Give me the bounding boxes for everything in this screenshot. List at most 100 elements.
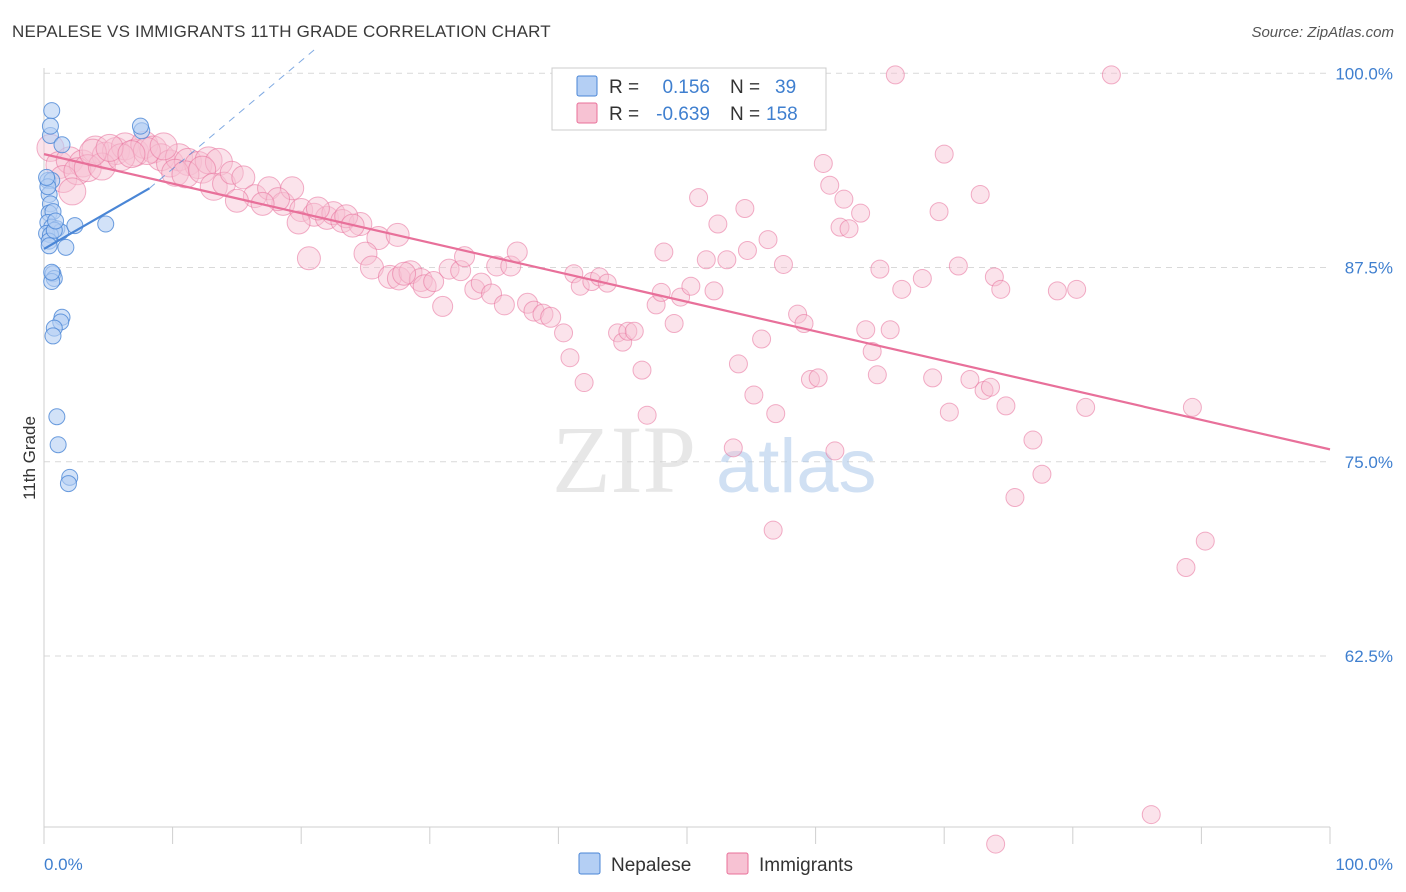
immigrants-point-43: [266, 187, 291, 212]
nepalese-trend-line: [43, 187, 151, 250]
immigrants-point-47: [353, 241, 378, 266]
immigrants-point-98: [737, 240, 757, 260]
legend-r-label-immigrants: R =: [609, 104, 639, 125]
immigrants-point-143: [1141, 805, 1161, 825]
nepalese-points: [38, 102, 151, 493]
immigrants-point-122: [892, 279, 912, 299]
legend-bottom-swatch-nepalese[interactable]: [578, 852, 601, 875]
immigrants-point-137: [1023, 430, 1043, 450]
watermark-atlas: atlas: [716, 424, 877, 509]
axes: [43, 68, 1331, 844]
nepalese-point-0: [43, 102, 61, 120]
immigrants-point-114: [839, 219, 859, 239]
immigrants-point-155: [296, 246, 321, 271]
immigrants-point-85: [651, 282, 671, 302]
immigrants-point-129: [960, 369, 980, 389]
immigrants-point-107: [800, 369, 820, 389]
immigrants-point-71: [560, 348, 580, 368]
immigrants-point-127: [939, 402, 959, 422]
grid-lines: [44, 72, 1330, 657]
immigrants-point-70: [554, 323, 574, 343]
y-tick-labels: 62.5% 75.0% 87.5% 100.0%: [1335, 64, 1393, 666]
immigrants-point-148: [58, 177, 87, 206]
immigrants-point-91: [696, 250, 716, 270]
nepalese-point-28: [44, 327, 62, 345]
legend-bottom-label-nepalese[interactable]: Nepalese: [611, 855, 691, 876]
immigrants-point-126: [934, 144, 954, 164]
immigrants-point-135: [996, 396, 1016, 416]
legend-swatch-nepalese: [576, 75, 598, 97]
immigrants-point-25: [171, 160, 200, 189]
nepalese-point-3: [53, 136, 71, 154]
legend-r-value-nepalese: 0.156: [662, 77, 710, 98]
immigrants-point-144: [1176, 557, 1196, 577]
immigrants-point-116: [856, 320, 876, 340]
immigrants-point-82: [632, 360, 652, 380]
immigrants-point-145: [1195, 531, 1215, 551]
immigrants-point-103: [766, 404, 786, 424]
y-axis-label: 11th Grade: [20, 416, 39, 500]
immigrants-point-67: [523, 300, 545, 322]
legend-bottom-label-immigrants[interactable]: Immigrants: [759, 855, 853, 876]
immigrants-point-80: [618, 321, 638, 341]
immigrants-point-130: [970, 185, 990, 205]
chart-source: Source: ZipAtlas.com: [1251, 24, 1394, 41]
immigrants-point-110: [820, 175, 840, 195]
immigrants-point-95: [723, 438, 743, 458]
immigrants-point-89: [681, 276, 701, 296]
immigrants-point-125: [929, 202, 949, 222]
immigrants-point-49: [377, 264, 402, 289]
nepalese-point-30: [49, 436, 67, 454]
immigrants-point-136: [1005, 488, 1025, 508]
nepalese-point-32: [59, 475, 77, 493]
immigrants-point-97: [735, 199, 755, 219]
immigrants-point-132: [980, 377, 1000, 397]
immigrants-point-81: [624, 321, 644, 341]
x-tick-labels: 0.0% 100.0%: [44, 855, 1393, 874]
nepalese-point-2: [41, 117, 59, 135]
immigrants-point-93: [708, 214, 728, 234]
legend-n-label-nepalese: N =: [730, 77, 760, 98]
legend-n-value-nepalese: 39: [775, 77, 796, 98]
watermark: ZIP atlas: [552, 406, 877, 513]
immigrants-point-27: [199, 172, 228, 201]
immigrants-point-87: [664, 314, 684, 334]
immigrants-point-150: [95, 133, 124, 162]
immigrants-point-92: [704, 281, 724, 301]
x-tick-label-1: 100.0%: [1335, 855, 1393, 874]
immigrants-point-57: [450, 260, 472, 282]
immigrants-point-65: [506, 241, 528, 263]
nepalese-point-35: [38, 168, 56, 186]
immigrants-point-17: [204, 147, 233, 176]
trend-lines: [43, 49, 1331, 451]
nepalese-point-17: [97, 215, 115, 233]
immigrants-point-121: [885, 65, 905, 85]
immigrants-point-96: [728, 354, 748, 374]
nepalese-point-38: [43, 263, 61, 281]
immigrants-point-69: [540, 306, 562, 328]
immigrants-point-111: [825, 441, 845, 461]
nepalese-point-29: [48, 408, 66, 426]
legend-bottom-swatch-immigrants[interactable]: [726, 852, 749, 875]
nepalese-point-5: [131, 117, 149, 135]
immigrants-points: [36, 65, 1215, 854]
immigrants-point-102: [763, 520, 783, 540]
immigrants-point-56: [438, 258, 460, 280]
immigrants-point-152: [149, 132, 178, 161]
legend-n-label-immigrants: N =: [730, 104, 760, 125]
legend-n-value-immigrants: 158: [766, 104, 798, 125]
y-tick-label-3: 100.0%: [1335, 64, 1393, 83]
immigrants-point-101: [758, 230, 778, 250]
immigrants-point-128: [948, 256, 968, 276]
immigrants-point-44: [286, 210, 311, 235]
immigrants-point-157: [392, 261, 417, 286]
immigrants-point-100: [752, 329, 772, 349]
immigrants-point-109: [813, 153, 833, 173]
immigrants-point-78: [608, 323, 628, 343]
immigrants-point-119: [870, 259, 890, 279]
y-tick-label-2: 87.5%: [1345, 259, 1393, 278]
immigrants-point-133: [984, 267, 1004, 287]
series-legend: Nepalese Immigrants: [578, 852, 853, 876]
immigrants-point-134: [991, 279, 1011, 299]
